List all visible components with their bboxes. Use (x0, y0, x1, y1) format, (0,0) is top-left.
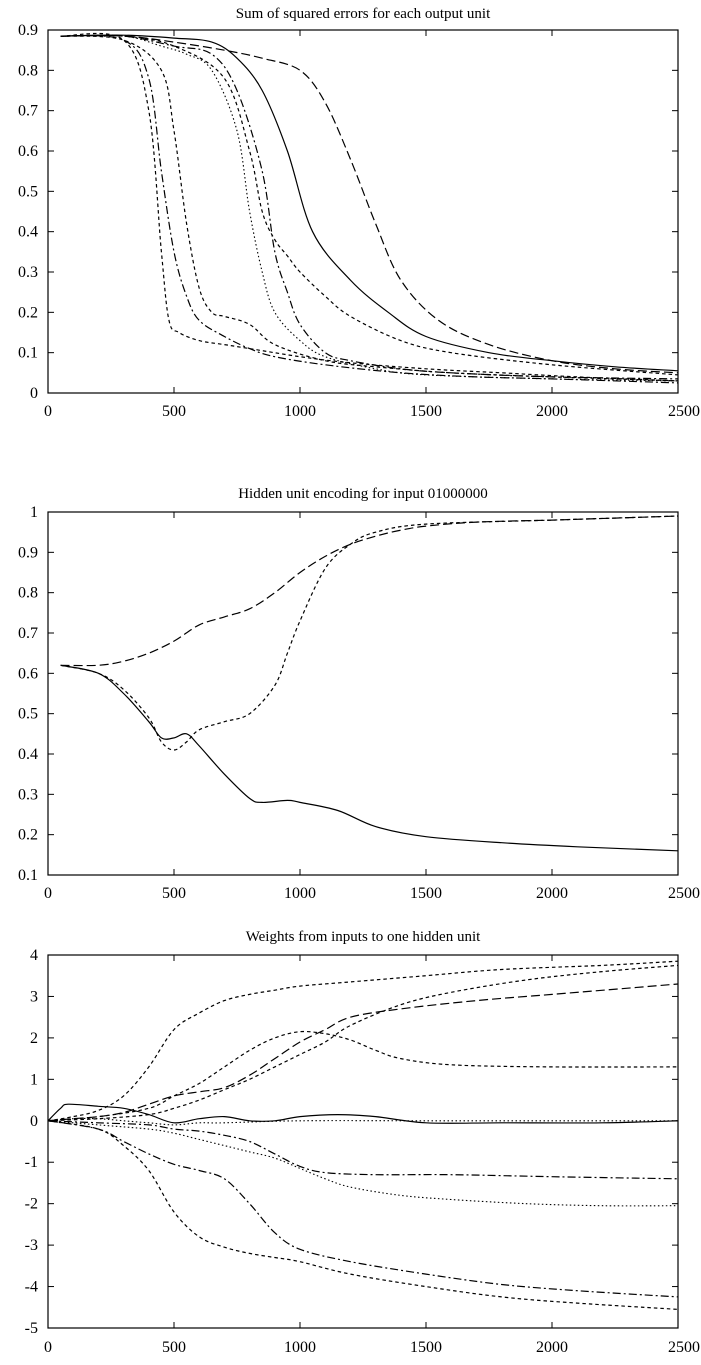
chart-title: Hidden unit encoding for input 01000000 (238, 486, 488, 502)
chart-title: Sum of squared errors for each output un… (236, 6, 491, 22)
series-line-5 (60, 35, 679, 384)
y-tick-label: 0.8 (18, 585, 38, 602)
y-tick-label: 0.9 (18, 544, 38, 561)
x-tick-label: 0 (44, 1339, 52, 1356)
y-tick-label: 0.2 (18, 304, 38, 321)
hidden-encoding-chart: Hidden unit encoding for input 01000000 0… (0, 460, 701, 905)
y-tick-label: -5 (25, 1320, 38, 1337)
y-tick-label: 2 (30, 1030, 38, 1047)
x-tick-label: 1000 (284, 885, 316, 902)
x-tick-label: 2500 (668, 1339, 700, 1356)
x-tick-label: 500 (162, 885, 186, 902)
series-line-2 (60, 34, 679, 382)
y-tick-label: 0.6 (18, 143, 38, 160)
x-tick-label: 2000 (536, 885, 568, 902)
series-line-4 (60, 32, 679, 382)
y-tick-label: 0.7 (18, 103, 38, 120)
x-tick-label: 1000 (284, 1339, 316, 1356)
chart-svg: Sum of squared errors for each output un… (18, 6, 700, 420)
series-line-7 (47, 1120, 679, 1180)
y-tick-label: 1 (30, 1071, 38, 1088)
y-tick-label: 0.3 (18, 786, 38, 803)
series-line-6 (60, 35, 679, 382)
x-tick-label: 2500 (668, 885, 700, 902)
y-tick-label: 0.6 (18, 665, 38, 682)
x-tick-label: 1000 (284, 403, 316, 420)
y-tick-label: 0 (30, 1113, 38, 1130)
y-tick-label: 1 (30, 504, 38, 521)
series-line-4 (47, 1030, 679, 1122)
series-line-6 (47, 1120, 679, 1207)
y-tick-label: 0.4 (18, 224, 38, 241)
x-tick-label: 2000 (536, 1339, 568, 1356)
chart-svg: Hidden unit encoding for input 01000000 0… (18, 486, 700, 902)
y-tick-label: 4 (30, 947, 38, 964)
series-line-0 (47, 1103, 679, 1124)
y-tick-label: 0.7 (18, 625, 38, 642)
series-line-1 (60, 35, 679, 374)
y-tick-label: -3 (25, 1237, 38, 1254)
y-tick-label: 0.1 (18, 345, 38, 362)
y-tick-label: 0.8 (18, 62, 38, 79)
series-line-1 (60, 515, 679, 667)
x-tick-label: 1500 (410, 403, 442, 420)
series-line-7 (60, 34, 679, 376)
y-tick-label: 0.9 (18, 22, 38, 39)
y-tick-label: 0.3 (18, 264, 38, 281)
series-line-3 (47, 983, 679, 1122)
series-line-1 (47, 1117, 678, 1126)
y-tick-label: -2 (25, 1196, 38, 1213)
x-tick-label: 1500 (410, 1339, 442, 1356)
chart-title: Weights from inputs to one hidden unit (246, 929, 481, 945)
y-tick-label: 3 (30, 988, 38, 1005)
x-tick-label: 0 (44, 885, 52, 902)
series-line-8 (47, 1120, 679, 1298)
weights-chart: Weights from inputs to one hidden unit 0 5… (0, 915, 701, 1360)
plot-frame (47, 29, 679, 394)
x-tick-label: 0 (44, 403, 52, 420)
plot-frame (47, 954, 679, 1329)
y-tick-label: 0 (30, 385, 38, 402)
series-line-2 (47, 960, 679, 1122)
y-tick-label: 0.5 (18, 706, 38, 723)
x-tick-label: 2000 (536, 403, 568, 420)
plot-frame (47, 511, 679, 876)
y-tick-label: -1 (25, 1154, 38, 1171)
series-line-0 (60, 664, 679, 852)
y-tick-label: 0.4 (18, 746, 38, 763)
y-tick-label: 0.1 (18, 867, 38, 884)
series-line-5 (47, 964, 679, 1122)
y-tick-label: -4 (25, 1279, 38, 1296)
x-tick-label: 2500 (668, 403, 700, 420)
series-line-0 (60, 34, 679, 372)
y-tick-label: 0.5 (18, 183, 38, 200)
series-line-2 (60, 515, 679, 751)
error-chart: Sum of squared errors for each output un… (0, 0, 701, 440)
series-line-9 (47, 1120, 679, 1310)
chart-svg: Weights from inputs to one hidden unit 0 5… (25, 929, 700, 1356)
y-tick-label: 0.2 (18, 827, 38, 844)
x-tick-label: 500 (162, 1339, 186, 1356)
x-tick-label: 1500 (410, 885, 442, 902)
x-tick-label: 500 (162, 403, 186, 420)
